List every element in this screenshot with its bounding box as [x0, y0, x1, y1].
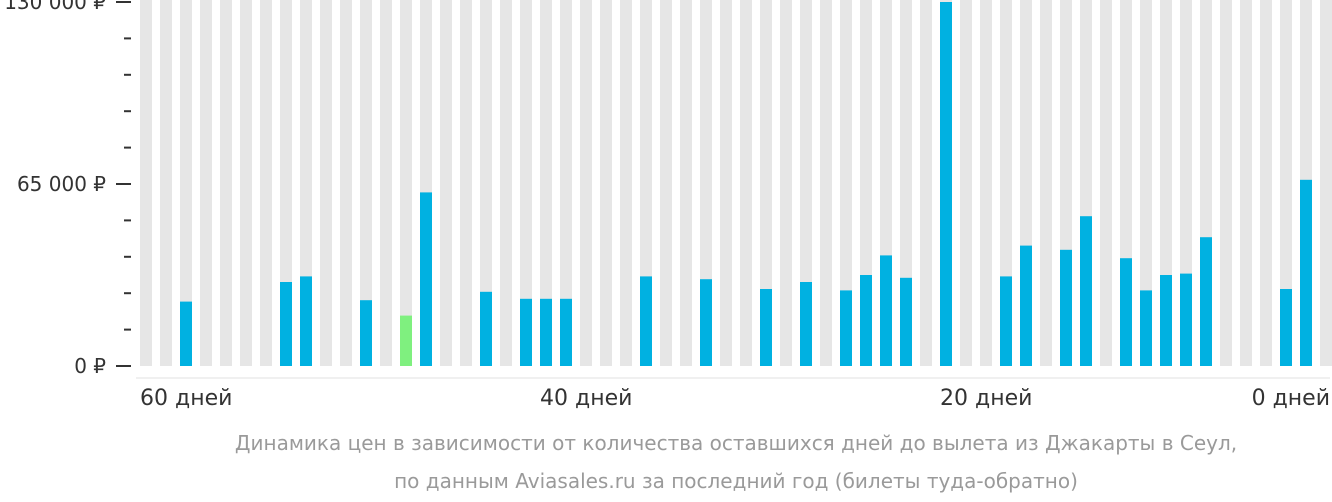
price-bar [1060, 249, 1072, 366]
price-bar [180, 301, 192, 366]
background-column [580, 0, 592, 366]
background-column [920, 0, 932, 366]
price-bar [1280, 289, 1292, 366]
background-column [540, 0, 552, 366]
x-tick-label: 20 дней [940, 386, 1032, 411]
background-column [360, 0, 372, 366]
background-column [1260, 0, 1272, 366]
chart-caption-line-1: Динамика цен в зависимости от количества… [234, 431, 1238, 455]
background-column [820, 0, 832, 366]
background-column [860, 0, 872, 366]
background-column [440, 0, 452, 366]
background-column [700, 0, 712, 366]
y-tick-label: 0 ₽ [74, 354, 106, 378]
price-bar [700, 279, 712, 366]
background-column [720, 0, 732, 366]
background-column [460, 0, 472, 366]
background-column [380, 0, 392, 366]
price-bar [1140, 290, 1152, 366]
price-bar [280, 282, 292, 366]
price-bar [900, 277, 912, 366]
background-column [840, 0, 852, 366]
price-bar [940, 2, 952, 366]
price-bar [1200, 237, 1212, 366]
price-chart: 0 ₽ 65 000 ₽ 130 000 ₽ 60 дней 40 дней 20 дн… [4, 0, 1332, 411]
background-column [520, 0, 532, 366]
background-column [1160, 0, 1172, 366]
background-column [1140, 0, 1152, 366]
background-column [740, 0, 752, 366]
background-column [340, 0, 352, 366]
x-tick-label: 40 дней [540, 386, 632, 411]
background-column [180, 0, 192, 366]
price-bar [360, 300, 372, 366]
price-bar [520, 298, 532, 366]
price-bar [880, 255, 892, 366]
y-tick-label: 130 000 ₽ [4, 0, 106, 14]
price-bar [1180, 273, 1192, 366]
x-axis: 60 дней 40 дней 20 дней 0 дней [136, 377, 1330, 411]
background-column [280, 0, 292, 366]
price-bar [1000, 276, 1012, 366]
price-bar [840, 290, 852, 366]
x-tick-label: 60 дней [140, 386, 232, 411]
background-column [660, 0, 672, 366]
background-column [1100, 0, 1112, 366]
background-column [600, 0, 612, 366]
background-column [320, 0, 332, 366]
price-bar [640, 276, 652, 366]
lowest-price-bar [400, 315, 412, 366]
background-column [140, 0, 152, 366]
background-column [160, 0, 172, 366]
x-tick-label: 0 дней [1252, 386, 1330, 411]
price-bar [540, 298, 552, 366]
chart-caption-line-2: по данным Aviasales.ru за последний год … [394, 469, 1078, 493]
background-column [240, 0, 252, 366]
background-column [560, 0, 572, 366]
background-columns [140, 0, 1332, 366]
background-column [800, 0, 812, 366]
price-bars [180, 2, 1312, 366]
background-column [480, 0, 492, 366]
background-column [1220, 0, 1232, 366]
price-bar [1080, 216, 1092, 366]
price-bar [1300, 179, 1312, 366]
background-column [680, 0, 692, 366]
price-bar [860, 275, 872, 366]
background-column [500, 0, 512, 366]
background-column [1280, 0, 1292, 366]
price-bar [420, 192, 432, 366]
price-bar [760, 289, 772, 366]
price-bar [1160, 275, 1172, 366]
background-column [300, 0, 312, 366]
price-bar [560, 298, 572, 366]
price-bar [800, 282, 812, 366]
background-column [960, 0, 972, 366]
background-column [780, 0, 792, 366]
background-column [900, 0, 912, 366]
y-tick-label: 65 000 ₽ [17, 172, 106, 196]
price-bar [480, 291, 492, 366]
price-bar [300, 276, 312, 366]
background-column [400, 0, 412, 366]
price-bar [1020, 245, 1032, 366]
background-column [760, 0, 772, 366]
background-column [620, 0, 632, 366]
background-column [1240, 0, 1252, 366]
background-column [200, 0, 212, 366]
y-axis: 0 ₽ 65 000 ₽ 130 000 ₽ [4, 0, 131, 378]
background-column [1320, 0, 1332, 366]
background-column [980, 0, 992, 366]
background-column [260, 0, 272, 366]
background-column [640, 0, 652, 366]
background-column [1040, 0, 1052, 366]
price-bar [1120, 258, 1132, 366]
background-column [1000, 0, 1012, 366]
background-column [220, 0, 232, 366]
